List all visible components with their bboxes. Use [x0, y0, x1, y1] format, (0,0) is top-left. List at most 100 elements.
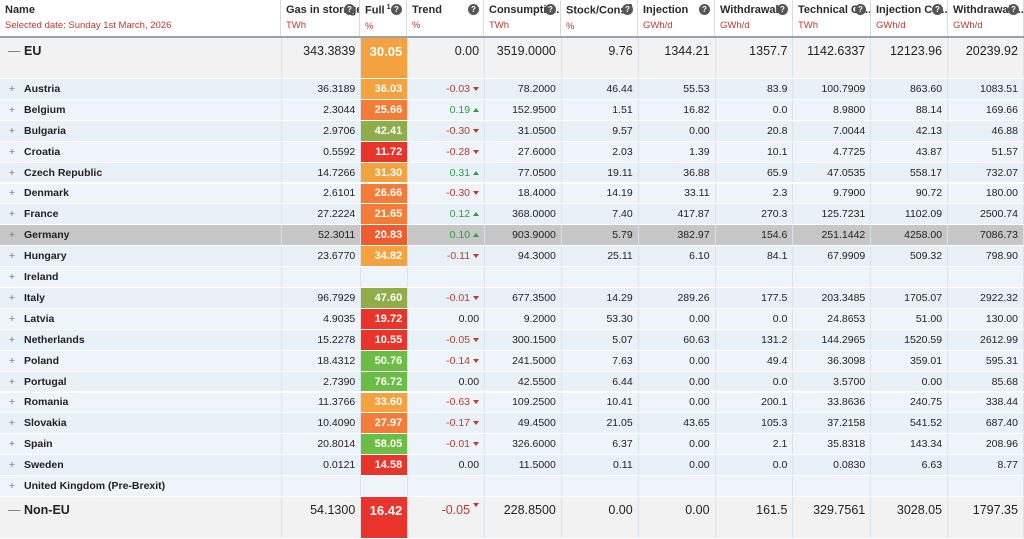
injection-value: 36.88 — [639, 162, 716, 183]
table-row[interactable]: + Hungary 23.6770 34.82 -0.11 94.3000 25.11 6.1… — [0, 246, 1024, 268]
expand-icon[interactable]: + — [8, 354, 16, 367]
row-name: + Romania — [0, 392, 283, 413]
expand-icon[interactable]: + — [8, 312, 16, 325]
expand-icon[interactable]: + — [8, 291, 16, 304]
full-percent: 47.60 — [361, 288, 409, 308]
table-row[interactable]: + France 27.2224 21.65 0.12 368.0000 7.40 417.8… — [0, 204, 1024, 226]
expand-icon[interactable]: + — [8, 82, 16, 95]
technical-capacity-value: 3.5700 — [793, 371, 872, 392]
help-icon[interactable]: ? — [777, 4, 788, 15]
withdrawal-value: 2.3 — [716, 183, 794, 204]
help-icon[interactable]: ? — [932, 4, 943, 15]
expand-icon[interactable]: + — [8, 124, 16, 137]
header-full[interactable]: Full 1%? — [360, 0, 407, 36]
row-label: Bulgaria — [24, 124, 67, 137]
table-row[interactable]: + Poland 18.4312 50.76 -0.14 241.5000 7.63 0.00… — [0, 350, 1024, 372]
table-row[interactable]: + Portugal 2.7390 76.72 0.00 42.5500 6.44 0.00 0… — [0, 371, 1024, 393]
expand-icon[interactable]: + — [8, 250, 16, 263]
table-row[interactable]: + Germany 52.3011 20.83 0.10 903.9000 5.79 382.… — [0, 225, 1024, 247]
header-gas-in-storage[interactable]: Gas in storage TWh? — [281, 0, 360, 36]
collapse-icon[interactable]: — — [8, 503, 21, 517]
stock-cons-value: 6.37 — [562, 434, 639, 455]
row-name: + Denmark — [0, 183, 283, 204]
expand-icon[interactable]: + — [8, 166, 16, 179]
header-name[interactable]: Name Selected date: Sunday 1st March, 20… — [0, 0, 281, 36]
expand-icon[interactable]: + — [8, 396, 16, 409]
expand-icon[interactable]: + — [8, 480, 16, 493]
help-icon[interactable]: ? — [1008, 4, 1019, 15]
help-icon[interactable]: ? — [622, 4, 633, 15]
table-row[interactable]: + Netherlands 15.2278 10.55 -0.05 300.1500 5.0… — [0, 329, 1024, 351]
header-consumption[interactable]: Consumptio... TWh? — [484, 0, 561, 36]
header-withdrawal-capacity[interactable]: Withdrawal ... GWh/d? — [948, 0, 1024, 36]
row-name: + Portugal — [0, 371, 283, 392]
gas-in-storage-value: 0.5592 — [282, 141, 362, 162]
row-name: + Germany — [0, 225, 283, 246]
help-icon[interactable]: ? — [468, 4, 479, 15]
aggregate-row[interactable]: — EU 343.3839 30.05 0.00 3519.0000 9.76 1344.21… — [0, 38, 1024, 79]
help-icon[interactable]: ? — [391, 4, 402, 15]
injection-capacity-value: 1705.07 — [871, 288, 949, 308]
trend-value: -0.05 — [408, 497, 486, 538]
table-row[interactable]: + United Kingdom (Pre-Brexit) — [0, 476, 1024, 497]
expand-icon[interactable]: + — [8, 229, 16, 242]
expand-icon[interactable]: + — [8, 271, 16, 284]
injection-value: 33.11 — [639, 183, 716, 204]
injection-value: 43.65 — [639, 413, 716, 434]
collapse-icon[interactable]: — — [8, 44, 21, 58]
help-icon[interactable]: ? — [855, 4, 866, 15]
expand-icon[interactable]: + — [8, 438, 16, 451]
row-label: Netherlands — [24, 333, 85, 346]
table-row[interactable]: + Sweden 0.0121 14.58 0.00 11.5000 0.11 0.00 0.0… — [0, 455, 1024, 477]
row-name: + Slovakia — [0, 413, 283, 434]
injection-capacity-value: 12123.96 — [871, 38, 949, 78]
table-header: Name Selected date: Sunday 1st March, 20… — [0, 0, 1024, 38]
table-row[interactable]: + Croatia 0.5592 11.72 -0.28 27.6000 2.03 1.39 1… — [0, 141, 1024, 163]
technical-capacity-value: 100.7909 — [793, 79, 872, 99]
aggregate-row[interactable]: — Non-EU 54.1300 16.42 -0.05 228.8500 0.00 0.00… — [0, 497, 1024, 539]
stock-cons-value: 5.07 — [562, 329, 639, 350]
table-row[interactable]: + Spain 20.8014 58.05 -0.01 326.6000 6.37 0.00 2… — [0, 434, 1024, 456]
injection-capacity-value: 51.00 — [871, 308, 949, 329]
header-injection-capacity[interactable]: Injection Ca... GWh/d? — [871, 0, 948, 36]
header-trend[interactable]: Trend%? — [407, 0, 484, 36]
technical-capacity-value: 203.3485 — [793, 288, 872, 308]
help-icon[interactable]: ? — [545, 4, 556, 15]
help-icon[interactable]: ? — [699, 4, 710, 15]
expand-icon[interactable]: + — [8, 333, 16, 346]
injection-value: 0.00 — [639, 434, 716, 455]
header-technical-capacity[interactable]: Technical Ca... TWh? — [793, 0, 871, 36]
trend-value: -0.30 — [408, 183, 486, 204]
expand-icon[interactable]: + — [8, 208, 16, 221]
table-row[interactable]: + Latvia 4.9035 19.72 0.00 9.2000 53.30 0.00 0.0… — [0, 308, 1024, 330]
help-icon[interactable]: ? — [344, 4, 355, 15]
table-row[interactable]: + Italy 96.7929 47.60 -0.01 677.3500 14.29 289.… — [0, 288, 1024, 309]
consumption-value: 368.0000 — [485, 204, 562, 225]
expand-icon[interactable]: + — [8, 417, 16, 430]
table-row[interactable]: + Bulgaria 2.9706 42.41 -0.30 31.0500 9.57 0.00… — [0, 120, 1024, 142]
table-row[interactable]: + Ireland — [0, 267, 1024, 288]
header-stock-cons[interactable]: Stock/Cons3%? — [561, 0, 638, 36]
table-row[interactable]: + Belgium 2.3044 25.66 0.19 152.9500 1.51 16.82… — [0, 99, 1024, 121]
full-percent: 10.55 — [361, 329, 409, 350]
row-label: EU — [24, 44, 42, 58]
table-row[interactable]: + Romania 11.3766 33.60 -0.63 109.2500 10.41 0.… — [0, 392, 1024, 414]
withdrawal-capacity-value: 130.00 — [948, 308, 1024, 329]
expand-icon[interactable]: + — [8, 145, 16, 158]
row-label: Belgium — [24, 103, 66, 116]
expand-icon[interactable]: + — [8, 187, 16, 200]
row-label: United Kingdom (Pre-Brexit) — [24, 480, 166, 493]
withdrawal-value: 177.5 — [716, 288, 794, 308]
row-name: + Latvia — [0, 308, 283, 329]
header-withdrawal[interactable]: Withdrawal GWh/d? — [715, 0, 793, 36]
expand-icon[interactable]: + — [8, 375, 16, 388]
table-row[interactable]: + Slovakia 10.4090 27.97 -0.17 49.4500 21.05 43… — [0, 413, 1024, 435]
expand-icon[interactable]: + — [8, 459, 16, 472]
header-injection[interactable]: Injection GWh/d? — [638, 0, 715, 36]
table-row[interactable]: + Denmark 2.6101 26.66 -0.30 18.4000 14.19 33.1… — [0, 183, 1024, 205]
consumption-value: 49.4500 — [485, 413, 562, 434]
table-row[interactable]: + Czech Republic 14.7266 31.30 0.31 77.0500 19… — [0, 162, 1024, 184]
technical-capacity-value: 4.7725 — [793, 141, 872, 162]
expand-icon[interactable]: + — [8, 103, 16, 116]
table-row[interactable]: + Austria 36.3189 36.03 -0.03 78.2000 46.44 55.… — [0, 79, 1024, 100]
